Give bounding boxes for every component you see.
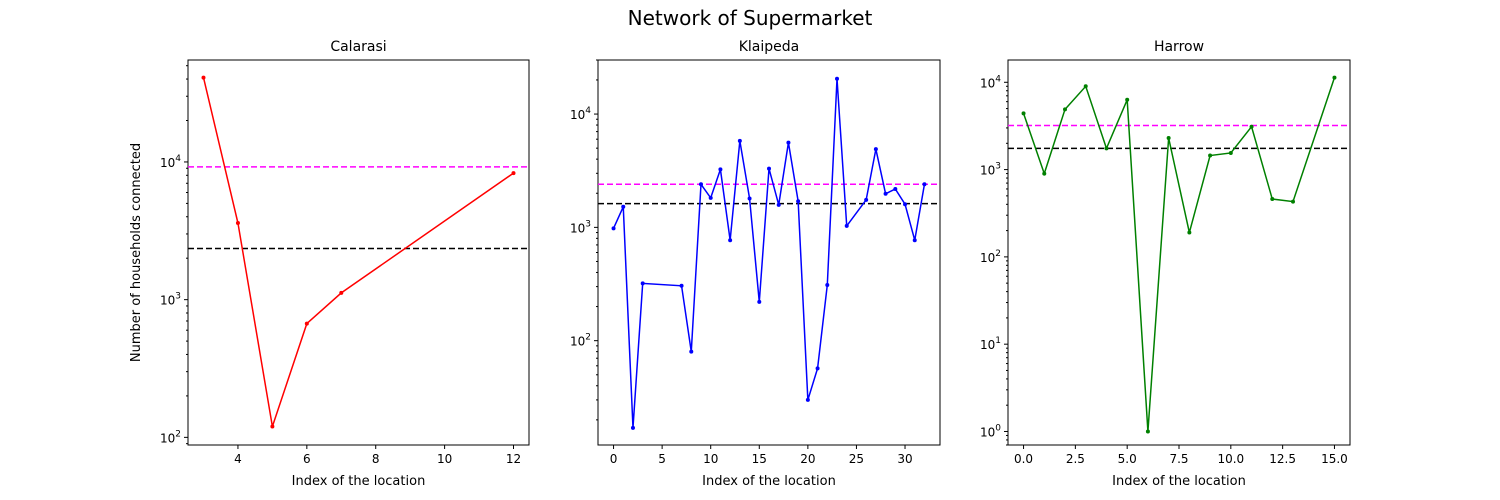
x-tick-label: 0.0 <box>1014 452 1033 466</box>
x-tick-label: 10 <box>703 452 718 466</box>
x-tick-label: 30 <box>897 452 912 466</box>
x-tick-label: 5.0 <box>1118 452 1137 466</box>
data-point <box>511 171 516 176</box>
data-point <box>1187 230 1192 235</box>
axes-frame <box>187 59 530 446</box>
y-tick-label: 102 <box>980 249 1001 265</box>
series-line <box>202 77 514 427</box>
data-point <box>912 238 917 243</box>
subplot-0: 4 6 8 10 12 102 103 104 Calarasi Index of the loc… <box>129 39 530 489</box>
data-point <box>1021 111 1026 116</box>
data-point <box>640 281 645 286</box>
data-point <box>270 424 275 429</box>
data-point <box>1291 199 1295 204</box>
x-tick-label: 15.0 <box>1321 452 1348 466</box>
data-point <box>235 221 240 226</box>
x-axis-label: Index of the location <box>292 474 426 489</box>
x-tick-label: 10 <box>437 452 452 466</box>
subplot-title: Calarasi <box>330 39 386 55</box>
x-tick-label: 2.5 <box>1066 452 1085 466</box>
data-point <box>708 195 713 200</box>
data-point <box>893 187 898 192</box>
y-tick-label: 103 <box>160 292 181 308</box>
data-point <box>1145 429 1150 434</box>
subplot-title: Klaipeda <box>739 39 800 55</box>
data-point <box>611 226 616 231</box>
x-tick-label: 10.0 <box>1217 452 1244 466</box>
data-point <box>883 191 888 196</box>
data-point <box>737 138 742 143</box>
y-tick-label: 104 <box>570 106 591 122</box>
y-tick-label: 103 <box>980 162 1001 178</box>
x-tick-label: 25 <box>849 452 864 466</box>
data-point <box>1042 171 1047 176</box>
data-point <box>844 223 849 228</box>
data-point <box>786 140 791 145</box>
x-axis-label: Index of the location <box>1112 474 1246 489</box>
y-tick-label: 100 <box>980 423 1001 439</box>
data-point <box>339 290 344 295</box>
data-point <box>698 182 703 187</box>
x-tick-label: 5 <box>658 452 666 466</box>
data-point <box>922 182 927 187</box>
data-point <box>1063 107 1067 112</box>
subplot-2: 0.0 2.5 5.0 7.5 10.0 12.5 15.0 100 101 102 103 104 H… <box>980 39 1351 489</box>
series-line <box>612 78 926 428</box>
data-point <box>815 366 820 371</box>
data-point <box>825 282 830 287</box>
data-point <box>776 202 781 207</box>
data-point <box>1125 97 1130 102</box>
x-tick-label: 12 <box>506 452 521 466</box>
x-tick-label: 8 <box>372 452 380 466</box>
data-point <box>728 238 733 243</box>
x-tick-label: 0 <box>610 452 618 466</box>
y-tick-label: 102 <box>570 333 591 349</box>
data-point <box>796 199 801 204</box>
data-point <box>1208 153 1213 158</box>
figure-title: Network of Supermarket <box>628 6 873 30</box>
x-tick-label: 15 <box>752 452 767 466</box>
data-point <box>630 425 635 430</box>
x-tick-label: 6 <box>303 452 311 466</box>
y-tick-label: 102 <box>160 429 181 445</box>
axes-frame <box>597 59 941 446</box>
data-point <box>767 166 771 171</box>
subplot-title: Harrow <box>1154 39 1204 55</box>
x-tick-label: 4 <box>234 452 242 466</box>
data-point <box>805 397 810 402</box>
data-point <box>1166 136 1171 141</box>
data-point <box>835 76 840 81</box>
data-point <box>1332 75 1337 80</box>
data-point <box>1104 146 1109 151</box>
data-point <box>201 75 206 80</box>
x-tick-label: 7.5 <box>1169 452 1188 466</box>
x-axis-label: Index of the location <box>702 474 836 489</box>
data-point <box>747 196 752 201</box>
data-point <box>679 283 684 288</box>
data-point <box>757 299 762 304</box>
data-point <box>864 197 869 202</box>
y-tick-label: 101 <box>980 336 1001 352</box>
series-line <box>1022 77 1336 432</box>
y-tick-label: 104 <box>160 154 181 170</box>
data-point <box>1270 197 1275 202</box>
data-point <box>304 321 309 326</box>
data-point <box>718 167 723 172</box>
y-tick-label: 104 <box>980 74 1001 90</box>
data-point <box>873 147 878 152</box>
data-point <box>1083 84 1088 89</box>
data-point <box>1228 150 1233 155</box>
data-point <box>689 349 694 354</box>
x-tick-label: 12.5 <box>1269 452 1296 466</box>
data-point <box>621 204 626 209</box>
x-tick-label: 20 <box>800 452 815 466</box>
y-tick-label: 103 <box>570 219 591 235</box>
data-point <box>1249 124 1254 129</box>
data-point <box>903 202 908 207</box>
y-axis-label: Number of households connected <box>129 143 144 362</box>
axes-frame <box>1007 59 1351 446</box>
subplot-1: 0 5 10 15 20 25 30 102 103 104 Klaipeda Index of th… <box>570 39 941 489</box>
